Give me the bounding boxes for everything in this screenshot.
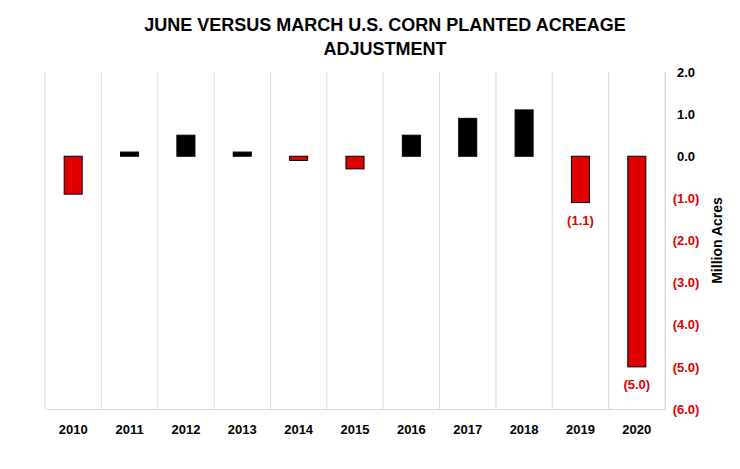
bar (290, 156, 308, 160)
y-tick: 1.0 (665, 107, 695, 122)
x-tick: 2010 (59, 409, 88, 437)
x-tick-label: 2019 (566, 422, 595, 437)
y-tick-label: (1.0) (673, 191, 700, 206)
bar (177, 135, 195, 156)
x-tick-label: 2012 (171, 422, 200, 437)
y-tick-label: 0.0 (677, 149, 695, 164)
y-tick: (1.0) (665, 191, 699, 206)
y-axis: (6.0) (5.0) (4.0) (3.0) (2.0) (1.0) 0.0 1.0 2.0 (665, 65, 699, 417)
y-tick: 2.0 (665, 65, 695, 80)
x-tick: 2013 (228, 409, 257, 437)
grid-line (326, 72, 327, 409)
y-axis-title: Million Acres (709, 197, 725, 284)
grid-line (45, 72, 46, 409)
x-tick: 2011 (115, 409, 143, 437)
y-tick-label: 2.0 (677, 65, 695, 80)
y-tick-label: (3.0) (673, 275, 700, 290)
y-tick-label: (5.0) (673, 360, 700, 375)
x-tick: 2018 (510, 409, 539, 437)
grid-line (101, 72, 102, 409)
x-tick-label: 2014 (284, 422, 314, 437)
x-tick: 2012 (171, 409, 200, 437)
bar (64, 156, 82, 194)
x-tick-label: 2013 (228, 422, 257, 437)
y-tick: (6.0) (665, 402, 699, 417)
y-tick-label: (4.0) (673, 317, 700, 332)
grid (45, 72, 665, 409)
x-tick-label: 2017 (453, 422, 482, 437)
title: JUNE VERSUS MARCH U.S. CORN PLANTED ACRE… (144, 15, 625, 59)
x-axis-line (46, 409, 666, 410)
bar (515, 110, 533, 156)
grid-line (439, 72, 440, 409)
bar (121, 152, 139, 156)
title-line: JUNE VERSUS MARCH U.S. CORN PLANTED ACRE… (144, 15, 625, 35)
bar (346, 156, 364, 169)
y-tick-label: (2.0) (673, 233, 700, 248)
y-tick: 0.0 (665, 149, 695, 164)
bar (571, 156, 589, 202)
grid-line (214, 72, 215, 409)
chart: 2010 2011 2012 2013 2014 2015 2016 2017 2018 2019… (0, 0, 740, 469)
x-tick: 2020 (622, 409, 651, 437)
x-tick-label: 2018 (510, 422, 539, 437)
x-tick-label: 2015 (341, 422, 370, 437)
bar (402, 135, 420, 156)
bar (459, 118, 477, 156)
x-tick-label: 2020 (622, 422, 651, 437)
grid-line (270, 72, 271, 409)
y-tick: (2.0) (665, 233, 699, 248)
y-tick: (4.0) (665, 317, 699, 332)
bars (64, 110, 646, 367)
x-tick: 2016 (397, 409, 426, 437)
x-tick-label: 2011 (115, 422, 143, 437)
y-tick-label: (6.0) (673, 402, 700, 417)
data-label: (1.1) (567, 213, 594, 228)
y-axis-line (665, 73, 666, 410)
grid-line (552, 72, 553, 409)
y-tick-label: 1.0 (677, 107, 695, 122)
grid-line (157, 72, 158, 409)
x-axis: 2010 2011 2012 2013 2014 2015 2016 2017 2018 2019… (46, 409, 666, 437)
x-tick: 2019 (566, 409, 595, 437)
y-tick: (3.0) (665, 275, 699, 290)
grid-line (495, 72, 496, 409)
x-tick: 2015 (341, 409, 370, 437)
bar (233, 152, 251, 156)
grid-line (608, 72, 609, 409)
x-tick: 2014 (284, 409, 314, 437)
data-labels: (1.1) (5.0) (567, 213, 650, 392)
y-tick: (5.0) (665, 360, 699, 375)
bar (628, 156, 646, 367)
data-label: (5.0) (623, 377, 650, 392)
grid-line (383, 72, 384, 409)
title-line: ADJUSTMENT (323, 39, 446, 59)
x-tick-label: 2010 (59, 422, 88, 437)
x-tick: 2017 (453, 409, 482, 437)
x-tick-label: 2016 (397, 422, 426, 437)
grid-line (665, 72, 666, 409)
